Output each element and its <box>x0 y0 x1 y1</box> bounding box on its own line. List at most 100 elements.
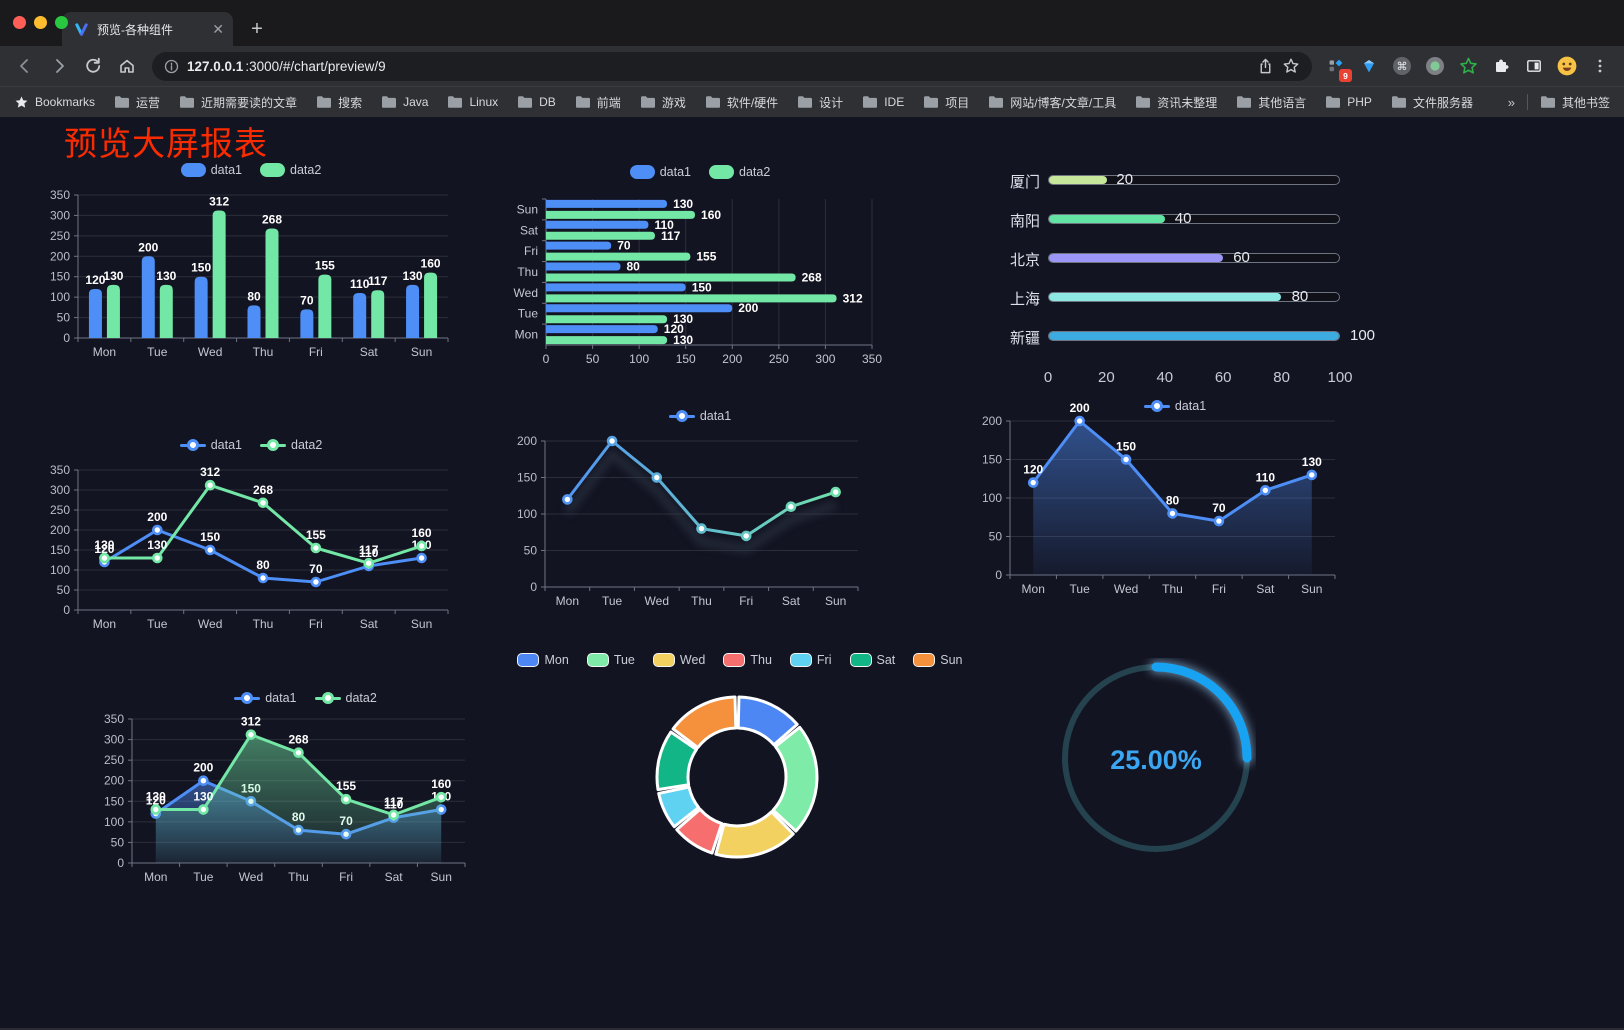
new-tab-button[interactable]: + <box>251 17 263 40</box>
bookmark-item[interactable]: 前端 <box>575 94 621 111</box>
horizontal-bar-chart[interactable]: data1 data2 0 50 100 150 200 250 300 350 Sun 130 160… <box>500 157 900 372</box>
bookmark-item[interactable]: IDE <box>862 95 904 109</box>
area-line-chart[interactable]: data1 0 50 100 150 200 Mon Tue Wed Thu Fri Sat Sun 12… <box>965 391 1385 601</box>
svg-text:Sat: Sat <box>385 870 404 884</box>
svg-text:130: 130 <box>94 538 114 552</box>
url-path: :3000/#/chart/preview/9 <box>245 58 386 74</box>
reader-mode-icon <box>1527 60 1541 72</box>
bookmark-star-icon[interactable] <box>1282 57 1300 75</box>
capsule-progress-chart[interactable]: 厦门 20 南阳 40 北京 60 上海 80 新疆 100 0 20 40 60 80 100 <box>962 157 1382 402</box>
extension-record-icon[interactable] <box>1421 52 1449 80</box>
bookmark-item[interactable]: DB <box>517 95 556 109</box>
bookmark-label: 网站/博客/文章/工具 <box>1010 95 1117 110</box>
bookmark-item[interactable]: Linux <box>447 95 498 109</box>
legend-item[interactable]: Sun <box>913 653 963 667</box>
gauge-chart[interactable]: 25.00% <box>1056 658 1256 863</box>
bookmark-item[interactable]: 文件服务器 <box>1391 94 1473 111</box>
legend-item[interactable]: data1 <box>629 165 691 179</box>
legend-item[interactable]: Mon <box>517 653 569 667</box>
legend-item[interactable]: Fri <box>789 653 832 667</box>
bookmark-item[interactable]: 网站/博客/文章/工具 <box>988 94 1116 111</box>
axis-tick-label: 0 <box>1043 369 1053 386</box>
bookmark-item[interactable]: 搜索 <box>316 94 362 111</box>
share-icon[interactable] <box>1257 58 1274 75</box>
capsule-row[interactable]: 新疆 100 <box>962 327 1382 347</box>
window-minimize-button[interactable] <box>34 16 47 29</box>
legend-item[interactable]: data1 <box>180 163 242 177</box>
svg-text:160: 160 <box>431 777 451 791</box>
bookmark-item[interactable]: 运营 <box>114 94 160 111</box>
reader-mode-button[interactable] <box>1520 52 1548 80</box>
capsule-row[interactable]: 厦门 20 <box>962 171 1382 191</box>
extension-tampermonkey-icon[interactable]: 9 <box>1322 52 1352 82</box>
gradient-line-chart[interactable]: data1 0 50 100 150 200 Mon Tue Wed Thu Fri Sat Sun <box>500 401 900 613</box>
window-close-button[interactable] <box>13 16 26 29</box>
svg-text:Mon: Mon <box>556 594 579 608</box>
legend-item[interactable]: Wed <box>652 653 705 667</box>
bookmark-label: Java <box>403 95 429 109</box>
site-info-icon[interactable] <box>164 59 179 74</box>
reload-button[interactable] <box>78 51 108 81</box>
legend-label: data2 <box>739 165 771 179</box>
legend-item[interactable]: Tue <box>586 653 635 667</box>
donut-pie-chart[interactable]: Mon Tue Wed Thu Fri Sat Sun <box>517 645 963 885</box>
svg-text:130: 130 <box>673 197 693 211</box>
bookmark-item[interactable]: 软件/硬件 <box>705 94 778 111</box>
capsule-row[interactable]: 北京 60 <box>962 249 1382 269</box>
legend-item[interactable]: data2 <box>260 438 322 452</box>
home-button[interactable] <box>112 51 142 81</box>
browser-tab[interactable]: 预览-各种组件 ✕ <box>62 12 233 46</box>
folder-icon <box>575 96 590 108</box>
svg-text:0: 0 <box>995 568 1002 582</box>
bookmark-label: PHP <box>1347 95 1372 109</box>
bookmarks-manager-item[interactable]: Bookmarks <box>14 95 95 110</box>
dual-line-chart[interactable]: data1 data2 0 50 100 150 200 250 300 350 Mon Tue Wed… <box>42 430 460 642</box>
svg-text:300: 300 <box>104 733 124 747</box>
svg-text:Mon: Mon <box>93 617 116 631</box>
svg-text:120: 120 <box>94 542 114 556</box>
tab-close-icon[interactable]: ✕ <box>212 21 224 37</box>
bookmark-item[interactable]: 近期需要读的文章 <box>179 94 297 111</box>
bookmark-item[interactable]: PHP <box>1325 95 1372 109</box>
back-button[interactable] <box>10 51 40 81</box>
legend-item[interactable]: data2 <box>314 691 377 705</box>
legend-item[interactable]: data1 <box>179 438 242 452</box>
chart-legend: data1 data2 <box>500 165 900 179</box>
other-bookmarks-item[interactable]: 其他书签 <box>1540 94 1610 111</box>
legend-item[interactable]: Sat <box>849 653 895 667</box>
extensions-puzzle-button[interactable] <box>1487 52 1515 80</box>
capsule-row[interactable]: 上海 80 <box>962 288 1382 308</box>
forward-button[interactable] <box>44 51 74 81</box>
extension-gem-icon[interactable] <box>1355 52 1383 80</box>
folder-icon <box>863 96 878 108</box>
capsule-row[interactable]: 南阳 40 <box>962 210 1382 230</box>
svg-text:110: 110 <box>654 218 674 232</box>
legend-item[interactable]: data2 <box>260 163 321 177</box>
bookmark-item[interactable]: 游戏 <box>640 94 686 111</box>
extension-command-icon[interactable]: ⌘ <box>1388 52 1416 80</box>
window-zoom-button[interactable] <box>55 16 68 29</box>
svg-text:150: 150 <box>982 453 1002 467</box>
dual-area-line-chart[interactable]: data1 data2 0 50 100 150 200 250 300 350 Mon Tue Wed… <box>98 683 513 893</box>
extension-xpath-icon[interactable] <box>1454 52 1482 80</box>
bookmark-item[interactable]: 其他语言 <box>1236 94 1306 111</box>
legend-item[interactable]: data1 <box>234 691 297 705</box>
address-bar[interactable]: 127.0.0.1:3000/#/chart/preview/9 <box>152 51 1312 81</box>
bookmarks-overflow-chevron[interactable]: » <box>1507 94 1515 110</box>
profile-avatar[interactable] <box>1553 52 1581 80</box>
bookmark-label: 其他语言 <box>1258 95 1307 110</box>
legend-item[interactable]: data1 <box>1143 399 1206 413</box>
bookmark-item[interactable]: 项目 <box>923 94 969 111</box>
bookmark-item[interactable]: Java <box>381 95 428 109</box>
legend-item[interactable]: data2 <box>709 165 770 179</box>
browser-menu-button[interactable] <box>1586 52 1614 80</box>
svg-text:150: 150 <box>200 530 220 544</box>
legend-label: data2 <box>291 438 323 452</box>
grouped-bar-chart[interactable]: data1 data2 0 50 100 150 200 250 300 350 Mon Tue Wed… <box>42 155 460 370</box>
bookmark-item[interactable]: 设计 <box>797 94 843 111</box>
chart-legend: data1 data2 <box>42 438 460 452</box>
legend-item[interactable]: data1 <box>668 409 731 423</box>
bookmark-item[interactable]: 资讯未整理 <box>1135 94 1217 111</box>
legend-item[interactable]: Thu <box>723 653 772 667</box>
svg-text:312: 312 <box>843 291 863 305</box>
